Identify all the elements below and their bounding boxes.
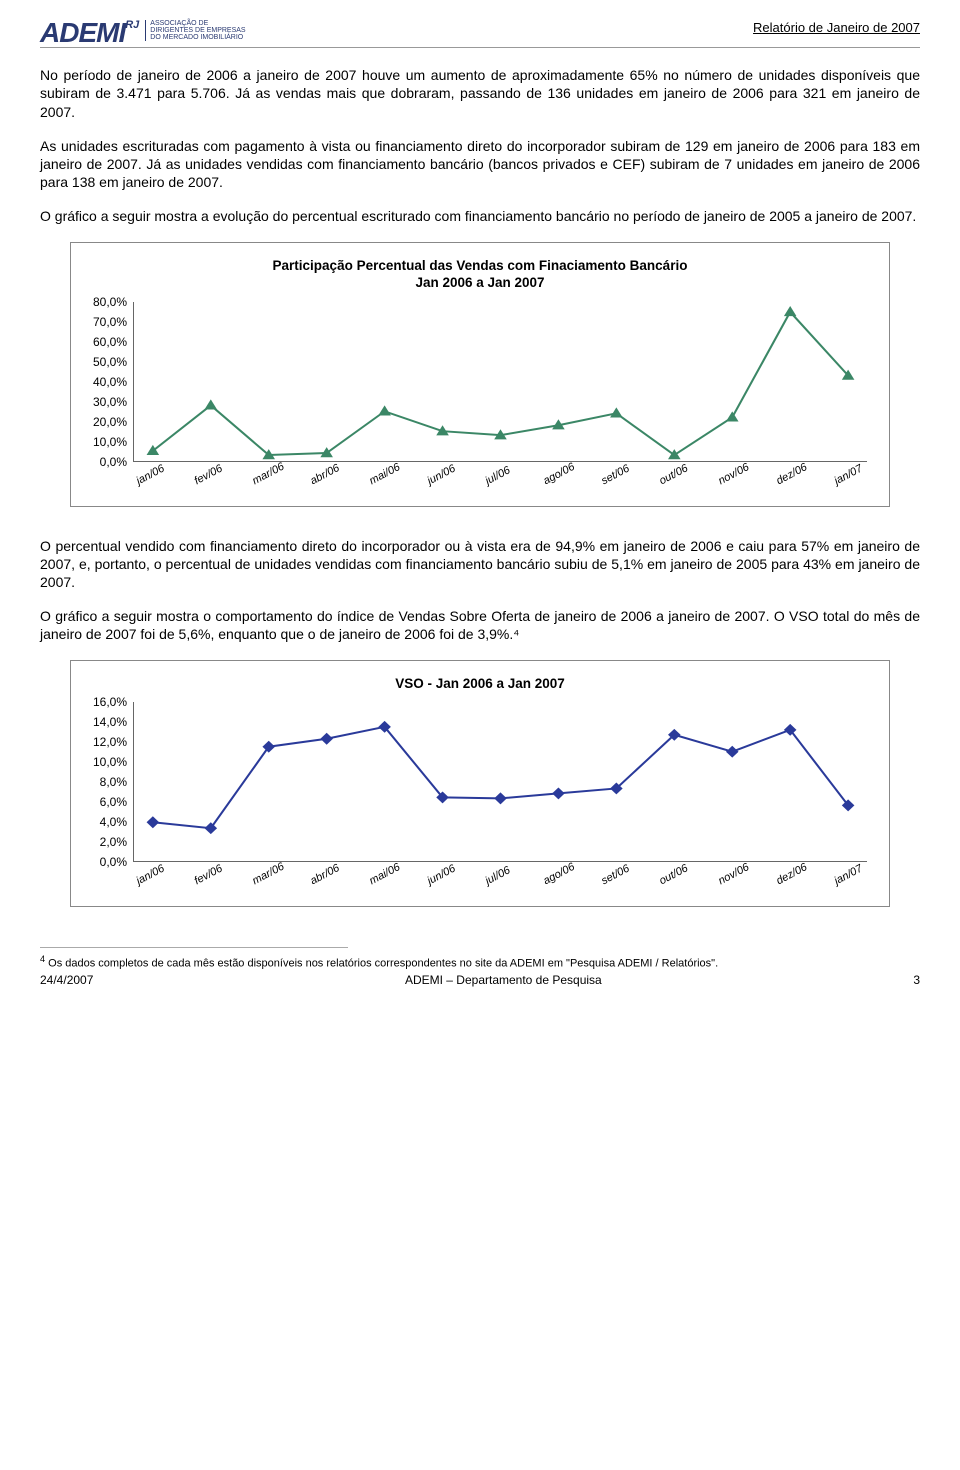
- logo-text: ADEMI: [40, 20, 125, 45]
- report-date: Relatório de Janeiro de 2007: [753, 20, 920, 37]
- footnote-text: 4 Os dados completos de cada mês estão d…: [40, 954, 920, 971]
- logo-rj: RJ: [125, 18, 139, 32]
- chart-1-plot: [133, 302, 867, 462]
- chart-1-plot-area: 80,0%70,0%60,0%50,0%40,0%30,0%20,0%10,0%…: [93, 302, 867, 462]
- footer-date: 24/4/2007: [40, 973, 93, 989]
- footnote-body: Os dados completos de cada mês estão dis…: [45, 958, 718, 970]
- footnote-rule: [40, 947, 348, 952]
- logo: ADEMI RJ ASSOCIAÇÃO DE DIRIGENTES DE EMP…: [40, 20, 246, 45]
- chart-2-x-axis: jan/06fev/06mar/06abr/06mai/06jun/06jul/…: [93, 868, 867, 898]
- paragraph-2: As unidades escrituradas com pagamento à…: [40, 137, 920, 192]
- footer-dept: ADEMI – Departamento de Pesquisa: [93, 973, 913, 989]
- chart-2-y-axis: 16,0%14,0%12,0%10,0%8,0%6,0%4,0%2,0%0,0%: [93, 702, 133, 862]
- page-footer: 24/4/2007 ADEMI – Departamento de Pesqui…: [40, 973, 920, 989]
- chart-1-container: Participação Percentual das Vendas com F…: [70, 242, 890, 507]
- chart-2-plot: [133, 702, 867, 862]
- paragraph-1: No período de janeiro de 2006 a janeiro …: [40, 66, 920, 121]
- paragraph-5: O gráfico a seguir mostra o comportament…: [40, 607, 920, 643]
- chart-1-x-axis: jan/06fev/06mar/06abr/06mai/06jun/06jul/…: [93, 468, 867, 498]
- chart-2-plot-area: 16,0%14,0%12,0%10,0%8,0%6,0%4,0%2,0%0,0%: [93, 702, 867, 862]
- page-header: ADEMI RJ ASSOCIAÇÃO DE DIRIGENTES DE EMP…: [40, 20, 920, 48]
- footer-page-number: 3: [913, 973, 920, 989]
- paragraph-4: O percentual vendido com financiamento d…: [40, 537, 920, 592]
- chart-2-title: VSO - Jan 2006 a Jan 2007: [93, 675, 867, 693]
- logo-tagline: ASSOCIAÇÃO DE DIRIGENTES DE EMPRESAS DO …: [145, 20, 245, 41]
- chart-1-title: Participação Percentual das Vendas com F…: [93, 257, 867, 292]
- chart-2-container: VSO - Jan 2006 a Jan 2007 16,0%14,0%12,0…: [70, 660, 890, 908]
- paragraph-3: O gráfico a seguir mostra a evolução do …: [40, 207, 920, 225]
- chart-1-y-axis: 80,0%70,0%60,0%50,0%40,0%30,0%20,0%10,0%…: [93, 302, 133, 462]
